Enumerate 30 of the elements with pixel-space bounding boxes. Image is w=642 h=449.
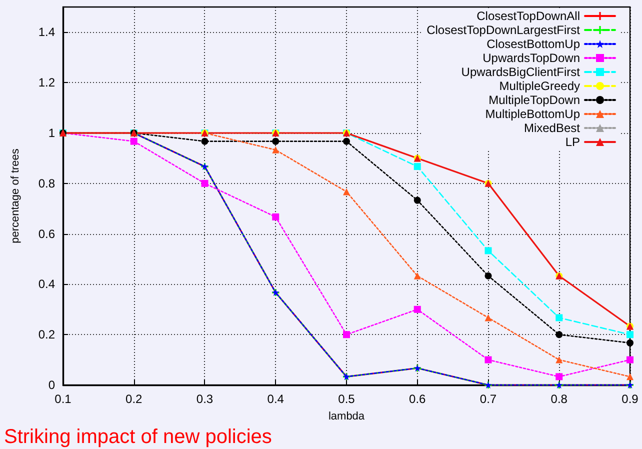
x-axis-title: lambda	[328, 410, 366, 422]
legend-label: MultipleGreedy	[499, 79, 580, 93]
y-tick-label: 1.4	[38, 25, 56, 40]
legend-label: MultipleBottomUp	[485, 107, 580, 121]
x-tick-label: 0.1	[54, 392, 72, 406]
y-tick-label: 0.4	[38, 277, 56, 292]
legend-label: MultipleTopDown	[488, 93, 580, 107]
text: Striking impact of new policies	[4, 426, 272, 448]
x-tick-label: 0.4	[267, 392, 284, 406]
x-tick-label: 0.2	[126, 392, 143, 406]
y-tick-label: 1.2	[38, 76, 56, 90]
y-tick-label: 0.2	[38, 328, 56, 342]
legend-label: ClosestBottomUp	[486, 37, 580, 51]
legend-label: UpwardsTopDown	[482, 51, 580, 65]
y-tick-label: 0	[48, 378, 56, 392]
x-tick-label: 0.6	[409, 392, 426, 406]
y-axis-title: percentage of trees	[10, 148, 22, 244]
y-tick-label: 1	[48, 126, 56, 140]
x-tick-label: 0.8	[550, 392, 568, 406]
x-tick-label: 0.9	[622, 392, 639, 406]
legend-label: ClosestTopDownLargestFirst	[426, 23, 581, 37]
x-tick-label: 0.3	[196, 392, 214, 406]
y-tick-label: 0.8	[38, 176, 56, 190]
y-tick-label: 0.6	[38, 226, 56, 241]
x-tick-label: 0.7	[480, 392, 497, 406]
legend-label: LP	[565, 135, 580, 149]
legend-label: MixedBest	[524, 121, 581, 135]
legend-label: UpwardsBigClientFirst	[461, 65, 581, 79]
legend-label: ClosestTopDownAll	[476, 9, 580, 23]
x-tick-label: 0.5	[338, 392, 356, 406]
